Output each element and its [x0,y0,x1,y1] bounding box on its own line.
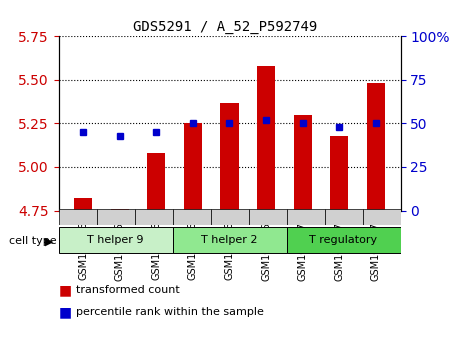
Text: percentile rank within the sample: percentile rank within the sample [76,307,265,317]
FancyBboxPatch shape [363,209,400,225]
Bar [257,66,275,211]
FancyBboxPatch shape [248,209,287,225]
Text: ■: ■ [58,305,72,319]
Bar [74,198,92,211]
Bar [184,123,202,211]
Text: ■: ■ [58,284,72,297]
Bar [111,209,129,211]
FancyBboxPatch shape [58,209,96,225]
FancyBboxPatch shape [324,209,363,225]
FancyBboxPatch shape [287,227,400,253]
Bar [147,153,166,211]
FancyBboxPatch shape [58,227,172,253]
Bar [367,83,385,211]
FancyBboxPatch shape [211,209,248,225]
Text: transformed count: transformed count [76,285,180,295]
FancyBboxPatch shape [135,209,172,225]
Text: GDS5291 / A_52_P592749: GDS5291 / A_52_P592749 [133,20,317,34]
FancyBboxPatch shape [287,209,324,225]
Text: T regulatory: T regulatory [310,234,378,245]
Bar [330,136,348,211]
FancyBboxPatch shape [172,209,211,225]
FancyBboxPatch shape [172,227,287,253]
Text: T helper 2: T helper 2 [201,234,258,245]
FancyBboxPatch shape [96,209,135,225]
Text: ▶: ▶ [45,236,54,246]
Text: cell type: cell type [9,236,57,246]
Bar [293,115,312,211]
Bar [220,102,238,211]
Text: T helper 9: T helper 9 [87,234,144,245]
